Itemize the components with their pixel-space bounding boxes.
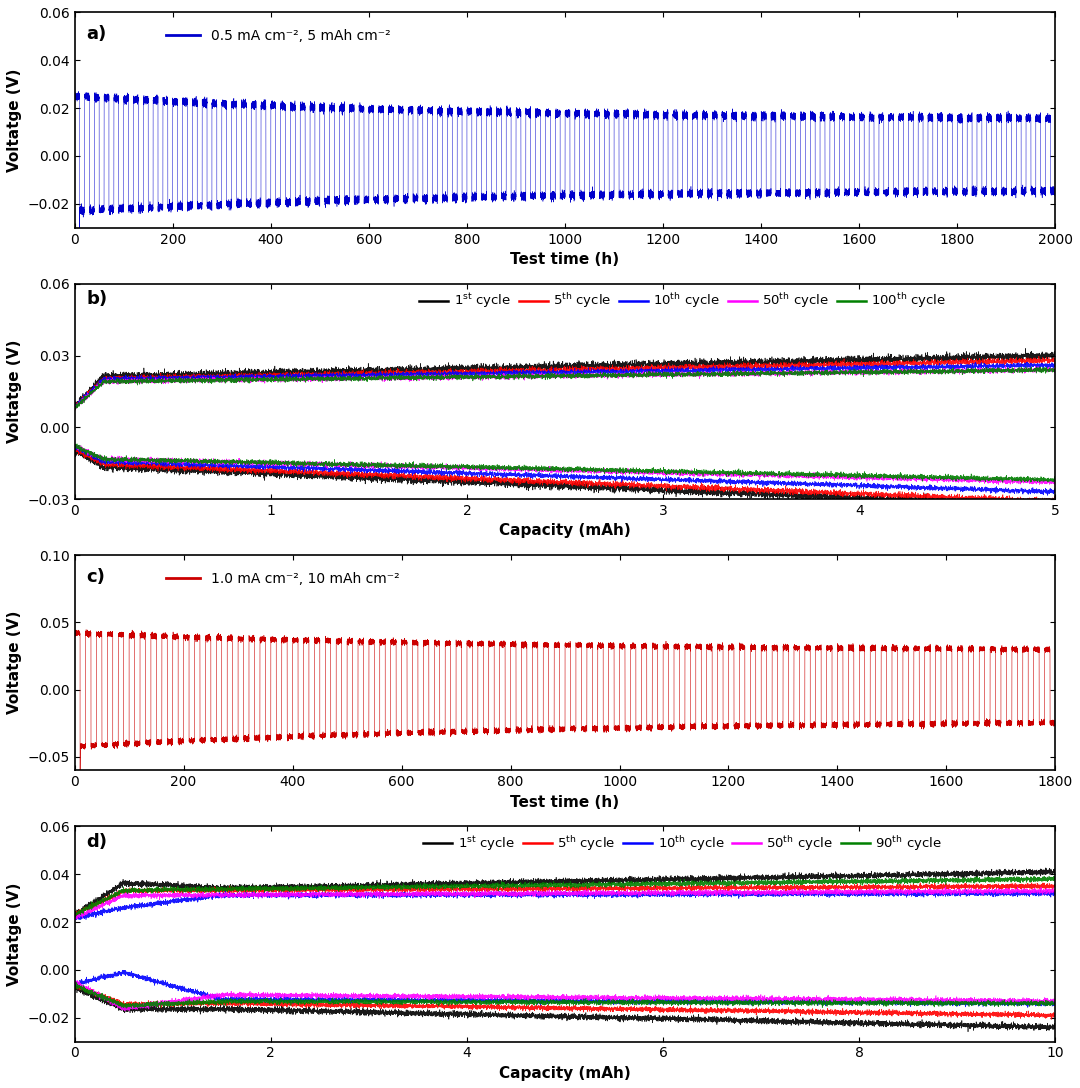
Text: c): c) (86, 568, 105, 586)
X-axis label: Test time (h): Test time (h) (511, 794, 620, 809)
X-axis label: Test time (h): Test time (h) (511, 252, 620, 268)
Y-axis label: Voltatge (V): Voltatge (V) (6, 611, 22, 715)
Legend: $1^{\rm st}$ cycle, $5^{\rm th}$ cycle, $10^{\rm th}$ cycle, $50^{\rm th}$ cycle: $1^{\rm st}$ cycle, $5^{\rm th}$ cycle, … (414, 286, 951, 316)
X-axis label: Capacity (mAh): Capacity (mAh) (499, 1066, 631, 1081)
Y-axis label: Voltatge (V): Voltatge (V) (6, 882, 22, 986)
Y-axis label: Voltatge (V): Voltatge (V) (6, 339, 22, 443)
Text: d): d) (86, 832, 107, 851)
Text: a): a) (86, 25, 107, 44)
Text: b): b) (86, 290, 108, 308)
X-axis label: Capacity (mAh): Capacity (mAh) (499, 523, 631, 539)
Legend: 0.5 mA cm⁻², 5 mAh cm⁻²: 0.5 mA cm⁻², 5 mAh cm⁻² (160, 24, 396, 49)
Legend: 1.0 mA cm⁻², 10 mAh cm⁻²: 1.0 mA cm⁻², 10 mAh cm⁻² (160, 567, 406, 592)
Legend: $1^{\rm st}$ cycle, $5^{\rm th}$ cycle, $10^{\rm th}$ cycle, $50^{\rm th}$ cycle: $1^{\rm st}$ cycle, $5^{\rm th}$ cycle, … (418, 829, 947, 858)
Y-axis label: Voltatge (V): Voltatge (V) (6, 69, 22, 172)
